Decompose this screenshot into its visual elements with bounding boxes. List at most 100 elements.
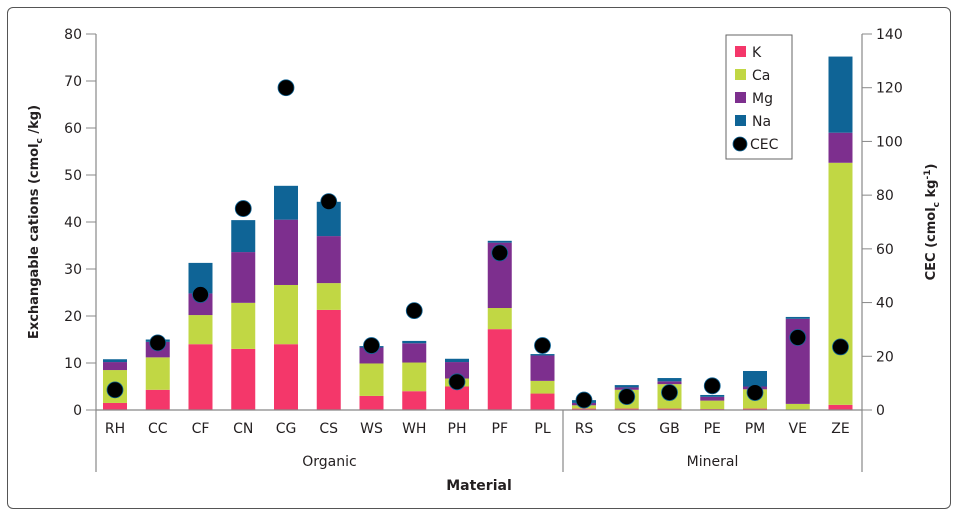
legend-label-ca: Ca [752,68,770,84]
bar-na-cg [274,185,298,220]
y-tick-label: 50 [64,168,82,184]
bar-mg-cs [316,236,341,284]
y2-axis-title: CEC (cmolc kg-1) [923,164,942,281]
x-tick-label: GB [659,421,679,437]
cec-point-wh [405,302,423,320]
y2-tick-label: 80 [876,188,894,204]
bar-mg-rh [103,362,127,371]
y-tick-label: 60 [64,121,82,137]
x-tick-label: VE [789,421,807,437]
x-tick-label: CC [148,421,168,437]
x-tick-label: CN [233,421,253,437]
cec-point-pl [534,337,551,354]
bar-na-ze [828,56,853,133]
y-tick-label: 20 [64,309,82,325]
bar-na-pf [487,240,512,243]
bar-k-cs [614,408,639,410]
y-tick-label: 30 [64,262,82,278]
cec-point-ve [789,329,807,346]
cec-point-cs [618,388,636,405]
bar-k-rh [103,402,127,410]
cec-point-rs [575,391,593,409]
bar-ca-pf [487,308,512,330]
bar-k-gb [657,408,682,410]
bar-mg-wh [402,343,427,363]
bar-ca-wh [402,362,427,392]
bar-k-cg [274,344,298,410]
cec-point-cf [192,286,209,303]
legend-swatch-na [735,115,746,126]
cec-point-ph [448,373,466,391]
bar-mg-cn [231,252,256,303]
y2-tick-label: 40 [876,296,894,312]
cec-point-pf [491,244,509,262]
cec-point-cc [149,334,167,352]
x-tick-label: CS [319,421,338,437]
bar-mg-pe [700,396,725,401]
x-tick-label: PH [448,421,467,437]
bar-mg-pl [530,355,555,381]
bar-na-cn [231,220,256,253]
y2-tick-label: 120 [876,81,903,97]
bar-na-gb [657,378,682,382]
legend-label-k: K [752,45,762,61]
x-tick-label: PM [745,421,766,437]
bar-na-pl [530,354,555,356]
bar-k-ph [445,386,469,410]
bar-ca-ze [828,162,853,405]
legend-label-mg: Mg [752,91,773,107]
x-tick-label: PF [492,421,509,437]
x-tick-label: CG [276,421,297,437]
cec-point-ze [832,338,849,356]
bar-k-cn [231,348,256,410]
cec-point-pe [703,377,721,395]
y-tick-label: 10 [64,356,82,372]
bar-k-pl [530,393,555,410]
bar-ca-ve [785,403,810,410]
x-axis-title: Material [446,478,512,494]
y-tick-label: 70 [64,74,82,90]
bar-k-ze [828,404,853,410]
y-tick-label: 40 [64,215,82,231]
cec-point-rh [106,381,124,399]
legend-swatch-mg [735,92,746,103]
x-tick-label: RS [575,421,594,437]
bar-ca-cg [274,284,298,345]
group-label-organic: Organic [302,454,356,470]
y2-tick-label: 140 [876,27,903,43]
bar-k-cc [145,389,170,410]
x-tick-label: WH [402,421,426,437]
x-tick-label: PE [704,421,721,437]
bar-ca-ws [359,363,384,396]
bar-k-pm [743,408,767,410]
bar-ca-cf [188,315,213,345]
y2-tick-label: 100 [876,134,903,150]
x-tick-label: PL [534,421,550,437]
bar-mg-ph [445,362,469,379]
bar-k-wh [402,391,427,410]
bar-ca-cc [145,357,170,390]
cec-point-cn [234,200,252,217]
cec-point-gb [661,384,678,401]
bar-na-ve [785,316,810,319]
bar-mg-ws [359,347,384,364]
y-tick-label: 0 [73,403,82,419]
bar-ca-pe [700,400,725,410]
bar-na-pm [743,370,767,387]
legend-swatch-ca [735,69,746,80]
group-label-mineral: Mineral [687,454,739,470]
y2-tick-label: 20 [876,349,894,365]
y2-tick-label: 60 [876,242,894,258]
legend: K Ca Mg Na CEC [725,34,793,160]
cec-point-ws [363,337,380,354]
bar-ca-cn [231,302,256,349]
y-tick-label: 80 [64,27,82,43]
bar-na-ph [445,358,469,363]
bar-k-pf [487,329,512,410]
bar-mg-ze [828,132,853,163]
x-tick-label: ZE [831,421,849,437]
bar-na-cs [614,385,639,388]
cec-point-cg [277,79,295,97]
x-tick-label: CF [192,421,210,437]
bar-na-wh [402,340,427,344]
